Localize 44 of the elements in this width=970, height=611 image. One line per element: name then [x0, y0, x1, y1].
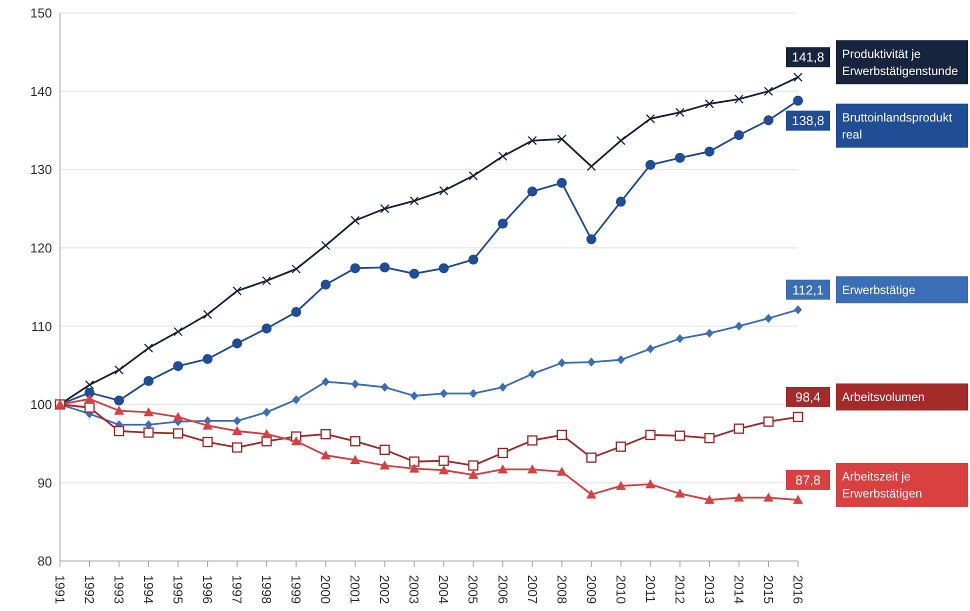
x-tick-label: 1998: [259, 575, 274, 604]
x-tick-label: 2014: [731, 575, 746, 604]
x-tick-label: 2005: [466, 575, 481, 604]
data-label: 141,8: [792, 50, 824, 65]
y-tick-label: 120: [30, 240, 52, 256]
legend-label: Arbeitszeit je Erwerbstätigen: [842, 470, 922, 501]
x-tick-label: 2016: [790, 575, 806, 604]
x-tick-label: 1991: [52, 575, 68, 604]
x-tick-label: 1995: [170, 575, 186, 604]
x-tick-label: 2006: [495, 575, 510, 604]
x-tick-label: 2011: [642, 575, 658, 603]
y-tick-label: 80: [38, 554, 52, 569]
x-tick-label: 2012: [672, 575, 688, 604]
x-tick-label: 1993: [111, 575, 126, 604]
x-tick-label: 2003: [406, 575, 422, 604]
x-tick-label: 2004: [436, 575, 452, 604]
y-tick-label: 150: [30, 6, 52, 21]
y-tick-label: 130: [30, 162, 52, 178]
y-tick-label: 140: [30, 84, 52, 99]
x-tick-label: 2000: [318, 575, 334, 604]
data-label: 112,1: [792, 282, 824, 298]
x-tick-label: 1992: [82, 575, 97, 604]
x-tick-label: 2009: [584, 575, 599, 604]
y-tick-label: 100: [30, 397, 52, 412]
x-tick-label: 2002: [377, 575, 392, 604]
y-tick-label: 90: [38, 475, 52, 490]
x-tick-label: 1999: [288, 575, 304, 604]
x-tick-label: 2013: [702, 575, 717, 604]
legend-label: Bruttoinlandsprodukt real: [842, 110, 953, 142]
x-tick-label: 1997: [230, 575, 245, 604]
data-label: 98,4: [795, 390, 821, 405]
y-tick-label: 110: [31, 318, 52, 334]
x-tick-label: 1996: [200, 575, 216, 604]
data-label: 87,8: [795, 472, 821, 488]
x-tick-label: 2007: [524, 575, 540, 604]
legend-label: Produktivität je Erwerbstätigenstunde: [842, 46, 958, 78]
x-tick-label: 2015: [760, 575, 776, 604]
x-tick-label: 2001: [348, 575, 363, 604]
x-tick-label: 2008: [554, 575, 570, 604]
x-tick-label: 2010: [613, 575, 628, 604]
data-label: 138,8: [792, 113, 824, 128]
legend-label: Erwerbstätige: [842, 282, 916, 297]
legend-label: Arbeitsvolumen: [842, 390, 925, 404]
x-tick-label: 1994: [141, 575, 156, 604]
